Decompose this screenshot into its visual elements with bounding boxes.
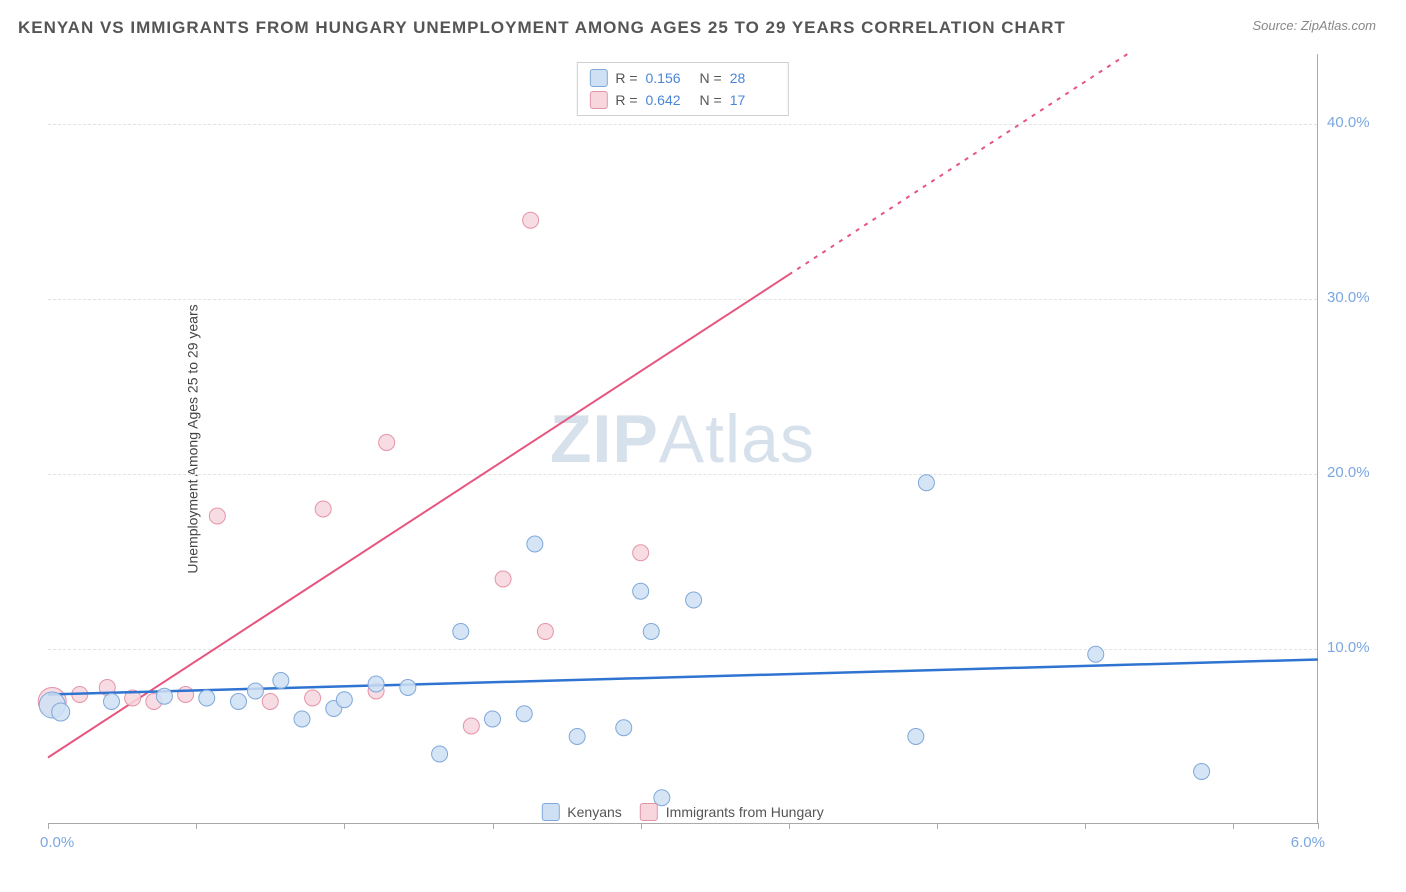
scatter-point-blue bbox=[247, 683, 263, 699]
x-tick-mark bbox=[789, 823, 790, 829]
plot-area: Unemployment Among Ages 25 to 29 years Z… bbox=[48, 54, 1318, 824]
scatter-point-blue bbox=[231, 694, 247, 710]
legend-bottom-item-2: Immigrants from Hungary bbox=[640, 803, 824, 821]
scatter-point-blue bbox=[908, 729, 924, 745]
x-axis-min-label: 0.0% bbox=[40, 834, 74, 851]
scatter-point-blue bbox=[569, 729, 585, 745]
trend-line-pink-dashed bbox=[789, 54, 1128, 275]
trend-line-blue bbox=[48, 660, 1318, 695]
scatter-point-pink bbox=[495, 571, 511, 587]
scatter-point-blue bbox=[1194, 764, 1210, 780]
scatter-point-blue bbox=[336, 692, 352, 708]
x-tick-mark bbox=[493, 823, 494, 829]
scatter-point-blue bbox=[294, 711, 310, 727]
x-tick-mark bbox=[344, 823, 345, 829]
scatter-point-blue bbox=[516, 706, 532, 722]
x-tick-mark bbox=[1085, 823, 1086, 829]
scatter-point-blue bbox=[485, 711, 501, 727]
source-label: Source: ZipAtlas.com bbox=[1252, 18, 1376, 33]
legend-top-row-1: R = 0.156 N = 28 bbox=[589, 69, 775, 87]
scatter-point-blue bbox=[156, 688, 172, 704]
x-tick-mark bbox=[196, 823, 197, 829]
legend-top-row-2: R = 0.642 N = 17 bbox=[589, 91, 775, 109]
n-label: N = bbox=[700, 70, 722, 86]
scatter-point-blue bbox=[273, 673, 289, 689]
scatter-point-pink bbox=[537, 624, 553, 640]
y-tick-label: 10.0% bbox=[1327, 639, 1387, 656]
legend-label-2: Immigrants from Hungary bbox=[666, 804, 824, 820]
y-tick-label: 30.0% bbox=[1327, 289, 1387, 306]
n-value-2: 17 bbox=[730, 92, 776, 108]
x-tick-mark bbox=[641, 823, 642, 829]
legend-swatch-pink bbox=[589, 91, 607, 109]
scatter-point-blue bbox=[1088, 646, 1104, 662]
scatter-point-blue bbox=[453, 624, 469, 640]
legend-swatch-pink bbox=[640, 803, 658, 821]
scatter-point-pink bbox=[262, 694, 278, 710]
scatter-point-pink bbox=[305, 690, 321, 706]
x-tick-mark bbox=[48, 823, 49, 829]
r-label: R = bbox=[615, 92, 637, 108]
scatter-point-blue bbox=[616, 720, 632, 736]
r-value-1: 0.156 bbox=[646, 70, 692, 86]
scatter-point-pink bbox=[633, 545, 649, 561]
y-tick-label: 20.0% bbox=[1327, 464, 1387, 481]
chart-title: KENYAN VS IMMIGRANTS FROM HUNGARY UNEMPL… bbox=[18, 18, 1066, 38]
chart-container: KENYAN VS IMMIGRANTS FROM HUNGARY UNEMPL… bbox=[0, 0, 1406, 892]
legend-bottom-item-1: Kenyans bbox=[541, 803, 621, 821]
scatter-point-pink bbox=[209, 508, 225, 524]
scatter-point-blue bbox=[527, 536, 543, 552]
scatter-point-blue bbox=[633, 583, 649, 599]
r-label: R = bbox=[615, 70, 637, 86]
scatter-point-pink bbox=[379, 435, 395, 451]
scatter-point-blue bbox=[368, 676, 384, 692]
legend-label-1: Kenyans bbox=[567, 804, 621, 820]
scatter-point-blue bbox=[199, 690, 215, 706]
scatter-point-pink bbox=[463, 718, 479, 734]
x-tick-mark bbox=[1233, 823, 1234, 829]
n-label: N = bbox=[700, 92, 722, 108]
x-axis-max-label: 6.0% bbox=[1291, 834, 1325, 851]
scatter-point-pink bbox=[315, 501, 331, 517]
scatter-point-blue bbox=[432, 746, 448, 762]
scatter-point-blue bbox=[52, 703, 70, 721]
scatter-point-blue bbox=[686, 592, 702, 608]
scatter-point-blue bbox=[643, 624, 659, 640]
n-value-1: 28 bbox=[730, 70, 776, 86]
scatter-point-pink bbox=[178, 687, 194, 703]
r-value-2: 0.642 bbox=[646, 92, 692, 108]
legend-bottom: Kenyans Immigrants from Hungary bbox=[541, 803, 823, 821]
x-tick-mark bbox=[937, 823, 938, 829]
y-tick-label: 40.0% bbox=[1327, 114, 1387, 131]
scatter-point-blue bbox=[400, 680, 416, 696]
plot-svg bbox=[48, 54, 1317, 823]
scatter-point-blue bbox=[104, 694, 120, 710]
scatter-point-pink bbox=[523, 212, 539, 228]
scatter-point-blue bbox=[918, 475, 934, 491]
x-tick-mark bbox=[1318, 823, 1319, 829]
legend-swatch-blue bbox=[589, 69, 607, 87]
legend-swatch-blue bbox=[541, 803, 559, 821]
legend-top: R = 0.156 N = 28 R = 0.642 N = 17 bbox=[576, 62, 788, 116]
